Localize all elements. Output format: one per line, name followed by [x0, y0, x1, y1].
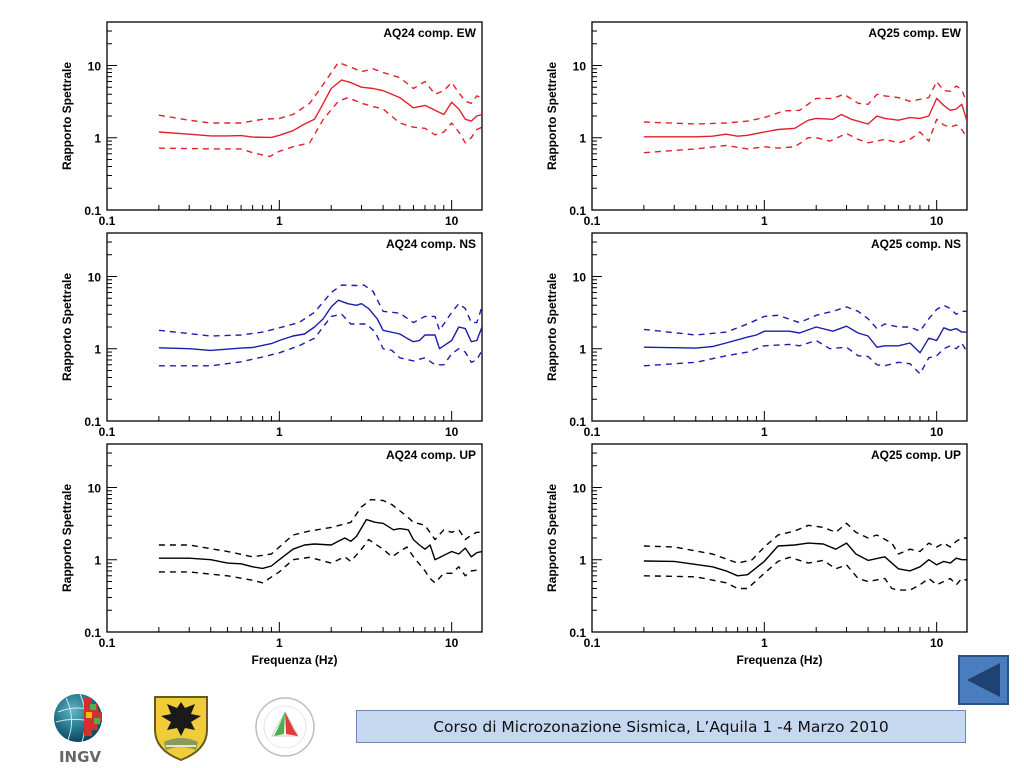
chart-panel-5: 0.1 1 10 0.1 1 10 Rapporto Spettrale Frequenza …	[60, 443, 483, 667]
y-tick-label: 1	[579, 343, 586, 357]
chart-title: AQ25 comp. UP	[871, 448, 961, 462]
series-upper-line	[643, 80, 967, 125]
chart-title: AQ24 comp. NS	[386, 237, 476, 251]
series-median-line	[158, 518, 482, 570]
course-banner-text: Corso di Microzonazione Sismica, L’Aquil…	[433, 717, 889, 736]
y-tick-label: 10	[573, 481, 587, 495]
y-tick-label: 1	[94, 554, 101, 568]
y-tick-label: 0.1	[569, 626, 586, 640]
plot-frame	[106, 443, 483, 633]
y-axis-label: Rapporto Spettrale	[545, 62, 559, 170]
x-tick-label: 10	[930, 636, 944, 650]
chart-panel-4: 0.1 1 10 0.1 1 10 Rapporto Spettrale AQ25 comp.…	[545, 232, 968, 439]
chart-panel-1: 0.1 1 10 0.1 1 10 Rapporto Spettrale AQ24 comp.…	[60, 21, 483, 228]
x-tick-label: 0.1	[584, 425, 601, 439]
ingv-logo-text: INGV	[59, 748, 101, 766]
x-tick-label: 1	[276, 636, 283, 650]
plot-frame	[591, 443, 968, 633]
x-axis-label: Frequenza (Hz)	[736, 653, 822, 667]
y-axis-label: Rapporto Spettrale	[60, 484, 74, 592]
y-tick-label: 10	[573, 59, 587, 73]
spectral-ratio-charts: 0.1 1 10 0.1 1 10 Rapporto Spettrale AQ24 comp.…	[60, 21, 968, 667]
y-tick-label: 1	[579, 554, 586, 568]
series-lower-line	[643, 118, 967, 154]
footer-logos: INGV	[40, 682, 340, 766]
plot-frame	[591, 21, 968, 211]
y-tick-label: 1	[94, 132, 101, 146]
x-tick-label: 10	[445, 425, 459, 439]
triangle-left-icon	[967, 663, 1000, 697]
x-tick-label: 1	[761, 425, 768, 439]
series-upper-line	[643, 522, 967, 564]
chart-title: AQ24 comp. EW	[383, 26, 476, 40]
x-tick-label: 0.1	[584, 214, 601, 228]
x-tick-label: 0.1	[99, 636, 116, 650]
y-axis-label: Rapporto Spettrale	[60, 273, 74, 381]
series-median-line	[643, 97, 967, 138]
plot-frame	[106, 232, 483, 422]
y-tick-label: 10	[88, 59, 102, 73]
y-tick-label: 0.1	[84, 204, 101, 218]
y-tick-label: 10	[573, 270, 587, 284]
chart-panel-6: 0.1 1 10 0.1 1 10 Rapporto Spettrale Frequenza …	[545, 443, 968, 667]
x-tick-label: 1	[761, 214, 768, 228]
series-upper-line	[643, 304, 967, 336]
ingv-logo: INGV	[54, 693, 102, 766]
y-axis-label: Rapporto Spettrale	[545, 273, 559, 381]
x-tick-label: 10	[445, 636, 459, 650]
series-upper-line	[158, 61, 482, 124]
y-tick-label: 10	[88, 270, 102, 284]
series-median-line	[643, 542, 967, 577]
chart-title: AQ25 comp. NS	[871, 237, 961, 251]
y-tick-label: 0.1	[84, 415, 101, 429]
series-lower-line	[158, 538, 482, 584]
regione-abruzzo-crest	[154, 696, 208, 762]
series-median-line	[158, 299, 482, 352]
x-tick-label: 1	[276, 214, 283, 228]
chart-panel-2: 0.1 1 10 0.1 1 10 Rapporto Spettrale AQ25 comp.…	[545, 21, 968, 228]
x-tick-label: 10	[930, 214, 944, 228]
back-button[interactable]	[958, 655, 1009, 705]
x-tick-label: 10	[930, 425, 944, 439]
course-banner: Corso di Microzonazione Sismica, L’Aquil…	[356, 710, 966, 743]
x-tick-label: 0.1	[99, 425, 116, 439]
chart-title: AQ25 comp. EW	[868, 26, 961, 40]
x-tick-label: 0.1	[99, 214, 116, 228]
y-tick-label: 0.1	[569, 415, 586, 429]
x-tick-label: 1	[761, 636, 768, 650]
protezione-civile-logo	[255, 697, 315, 757]
y-tick-label: 1	[579, 132, 586, 146]
y-axis-label: Rapporto Spettrale	[545, 484, 559, 592]
series-lower-line	[158, 313, 482, 367]
y-tick-label: 10	[88, 481, 102, 495]
series-median-line	[643, 325, 967, 354]
y-tick-label: 0.1	[84, 626, 101, 640]
x-tick-label: 1	[276, 425, 283, 439]
y-tick-label: 1	[94, 343, 101, 357]
x-tick-label: 0.1	[584, 636, 601, 650]
series-upper-line	[158, 284, 482, 337]
x-axis-label: Frequenza (Hz)	[251, 653, 337, 667]
series-lower-line	[158, 96, 482, 158]
y-tick-label: 0.1	[569, 204, 586, 218]
series-upper-line	[158, 498, 482, 558]
plot-frame	[591, 232, 968, 422]
series-median-line	[158, 79, 482, 139]
series-lower-line	[643, 556, 967, 591]
x-tick-label: 10	[445, 214, 459, 228]
series-lower-line	[643, 339, 967, 375]
y-axis-label: Rapporto Spettrale	[60, 62, 74, 170]
chart-title: AQ24 comp. UP	[386, 448, 476, 462]
chart-panel-3: 0.1 1 10 0.1 1 10 Rapporto Spettrale AQ24 comp.…	[60, 232, 483, 439]
